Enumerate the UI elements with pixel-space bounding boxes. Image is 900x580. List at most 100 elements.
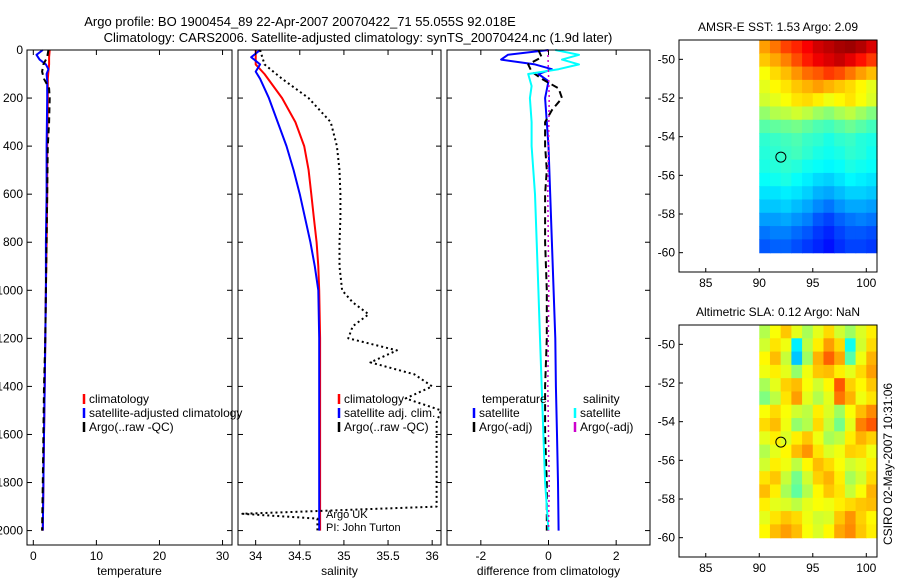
sst-map-cell <box>802 226 814 240</box>
sst-map-cell <box>866 146 878 161</box>
sla-map-cell <box>802 511 814 525</box>
temperature-xtick-label: 20 <box>153 549 167 563</box>
sst-map-cell <box>855 66 867 81</box>
sla-map-cell <box>802 431 814 446</box>
temperature-xlabel: temperature <box>97 564 162 578</box>
sla-map-xtick-label: 85 <box>699 561 713 575</box>
sla-map-cell <box>823 511 835 525</box>
sla-map-cell <box>759 418 771 432</box>
sst-map-cell <box>866 226 878 240</box>
sla-map-cell <box>834 351 846 366</box>
sst-map-cell <box>791 199 803 214</box>
sla-map-cell <box>769 471 782 486</box>
sla-map-cell <box>791 484 803 499</box>
sst-map-cell <box>823 186 835 201</box>
sst-map-cell <box>823 66 835 81</box>
sst-map-cell <box>791 226 803 240</box>
salinity-xtick-label: 34.5 <box>288 549 312 563</box>
sst-map-cell <box>866 172 878 187</box>
sla-map-cell <box>791 431 803 446</box>
sst-map-cell <box>855 79 867 94</box>
sla-map-cell <box>769 325 782 339</box>
sla-map-cell <box>802 351 814 366</box>
sla-map-xtick-label: 100 <box>856 561 876 575</box>
salinity-xtick-label: 36 <box>425 549 439 563</box>
sst-map-cell <box>834 93 846 108</box>
sst-map-cell <box>812 146 825 161</box>
sla-map-cell <box>791 364 803 379</box>
sst-map-cell <box>769 239 782 254</box>
sst-map-xtick-label: 85 <box>699 276 713 290</box>
sst-map-cell <box>780 53 792 68</box>
sla-map-cell <box>823 457 835 472</box>
sst-map-cell <box>844 79 857 94</box>
salinity-annotation-0: Argo UK <box>326 509 368 521</box>
temperature-ytick-label: 400 <box>3 139 23 153</box>
temperature-ytick-label: 800 <box>3 235 23 249</box>
sla-map-cell <box>855 404 867 419</box>
sst-map-cell <box>802 146 814 161</box>
sla-map-cell <box>866 484 878 499</box>
temperature-ytick-label: 0 <box>16 43 23 57</box>
sla-map-cell <box>791 511 803 525</box>
temperature-ytick-label: 1400 <box>0 379 23 393</box>
sst-map-cell <box>823 226 835 240</box>
sst-map-cell <box>802 186 814 201</box>
sla-map-cell <box>844 378 857 393</box>
sla-map-ytick-label: -54 <box>658 415 676 429</box>
sst-map-cell <box>855 146 867 161</box>
sla-map-cell <box>823 378 835 393</box>
sla-map-ytick-label: -58 <box>658 492 676 506</box>
sst-map-cell <box>823 212 835 227</box>
sst-map-cell <box>823 239 835 254</box>
sla-map-cell <box>780 484 792 499</box>
sla-map-cell <box>844 391 857 406</box>
sla-map-cell <box>855 444 867 459</box>
sla-map-cell <box>834 484 846 499</box>
sla-map-cell <box>791 391 803 406</box>
sla-map-cell <box>866 431 878 446</box>
sst-map-axes-frame <box>678 39 878 273</box>
sla-map-cell <box>844 471 857 486</box>
sst-map-cell <box>780 146 792 161</box>
sst-map-cell <box>769 186 782 201</box>
sst-map-cell <box>769 106 782 121</box>
sst-map-cell <box>812 93 825 108</box>
temperature-ytick-label: 2000 <box>0 524 23 538</box>
sla-map-cell <box>834 364 846 379</box>
sst-map-cell <box>834 40 846 54</box>
sla-map-cell <box>791 404 803 419</box>
difference-legend-0-0-label: satellite <box>479 406 520 420</box>
sst-map-cell <box>823 40 835 54</box>
sla-map-cell <box>855 431 867 446</box>
sst-map-argo-marker <box>775 151 787 163</box>
sst-map-cell <box>759 226 771 240</box>
sla-map-cell <box>780 364 792 379</box>
sla-map-cell <box>759 497 771 512</box>
sla-map-cell <box>866 338 878 353</box>
sla-map-cell <box>855 364 867 379</box>
sst-map-cell <box>834 239 846 254</box>
sla-map-cell <box>769 497 782 512</box>
sst-map-cell <box>759 146 771 161</box>
sla-map-cell <box>866 325 878 339</box>
sst-map-ytick-label: -50 <box>658 52 676 66</box>
sla-map-cell <box>759 524 771 539</box>
panel-sst-map: AMSR-E SST: 1.53 Argo: 2.09 85 90 95 100 -50 -… <box>658 20 878 290</box>
sla-map-cell <box>759 325 771 339</box>
sst-map-cell <box>780 159 792 174</box>
sla-map-cell <box>791 444 803 459</box>
sla-map-cell <box>769 524 782 539</box>
sst-map-cell <box>844 226 857 240</box>
sst-map-cell <box>802 199 814 214</box>
temperature-ytick-label: 1800 <box>0 476 23 490</box>
salinity-series-0 <box>254 50 322 531</box>
sla-map-cell <box>823 471 835 486</box>
salinity-xtick-label: 35.5 <box>376 549 400 563</box>
panel-temperature: 0 10 20 30 temperature 0 200 400 600 800 1000 1200 1… <box>0 43 242 578</box>
sst-map-cell <box>769 199 782 214</box>
sla-map-cell <box>855 511 867 525</box>
sla-map-cell <box>802 484 814 499</box>
sst-map-cell <box>834 133 846 147</box>
